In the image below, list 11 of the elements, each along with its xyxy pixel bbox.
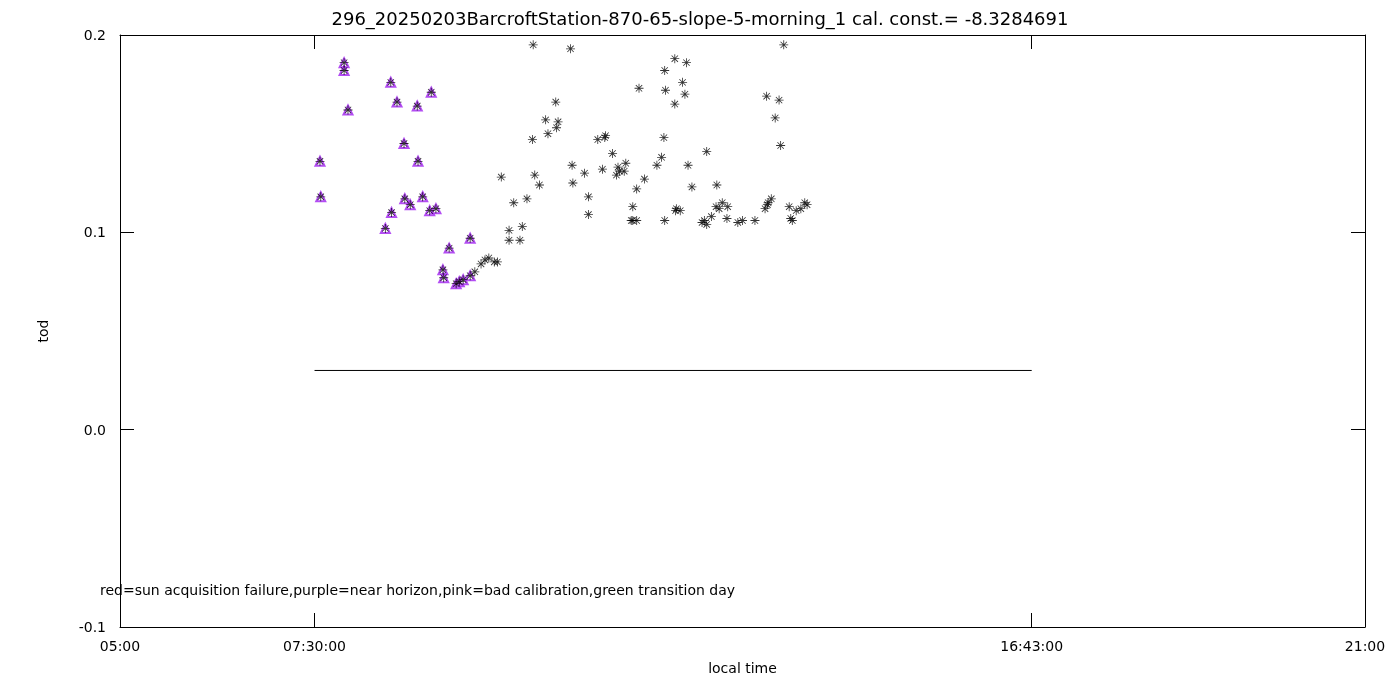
- y-tick-label: -0.1: [78, 619, 106, 635]
- x-tick-label: 16:43:00: [1000, 638, 1064, 654]
- chart-title: 296_20250203BarcroftStation-870-65-slope-5-morning_1 cal. const.= -8.3284691: [331, 7, 1069, 30]
- x-tick-label: 05:00: [99, 638, 141, 654]
- x-tick-label: 07:30:00: [283, 638, 346, 654]
- y-axis-title: tod: [35, 319, 51, 343]
- y-tick-label: 0.0: [83, 421, 106, 438]
- x-tick-label: 21:00: [1344, 638, 1386, 654]
- y-tick-label: 0.2: [83, 27, 106, 43]
- x-axis-title: local time: [708, 660, 777, 676]
- y-tick-label: 0.1: [83, 224, 106, 241]
